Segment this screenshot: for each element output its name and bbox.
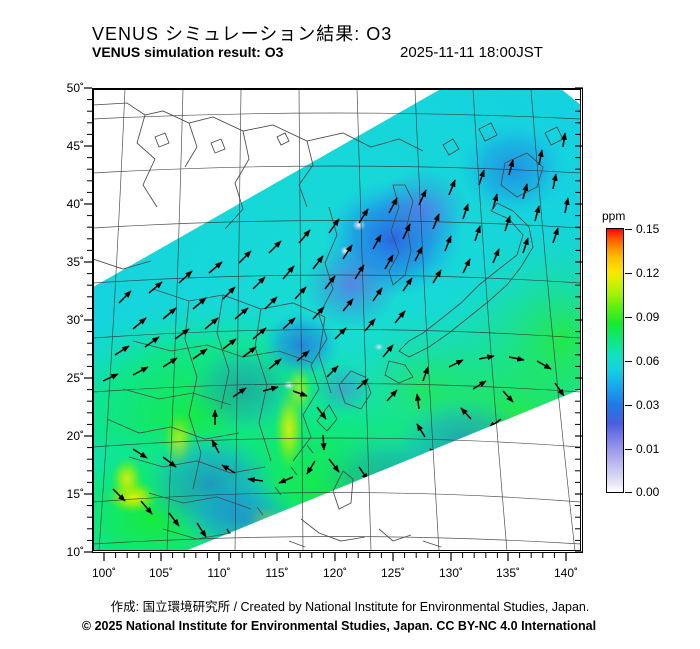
colorbar-gradient[interactable]: 0.15 0.12 0.09 0.06 0.03 0.01 0.00 bbox=[606, 222, 659, 499]
x-tick-140: 140˚ bbox=[553, 566, 579, 580]
credit-line-license: © 2025 National Institute for Environmen… bbox=[81, 619, 597, 633]
graticule-layer bbox=[93, 89, 581, 551]
y-tick-15: 15˚ bbox=[66, 487, 84, 501]
x-tick-125: 125˚ bbox=[380, 566, 406, 580]
colorbar-tick bbox=[625, 405, 632, 407]
colorbar-tick bbox=[625, 361, 632, 363]
footer: 作成: 国立環境研究所 / Created by National Instit… bbox=[0, 596, 700, 633]
y-tick-40: 40˚ bbox=[66, 197, 84, 211]
colorbar-label-015: 0.15 bbox=[636, 222, 660, 236]
x-tick-115: 115˚ bbox=[265, 566, 289, 580]
colorbar-label-003: 0.03 bbox=[636, 398, 660, 412]
y-tick-50: 50˚ bbox=[66, 81, 84, 95]
x-tick-135: 135˚ bbox=[495, 566, 521, 580]
y-tick-35: 35˚ bbox=[66, 255, 84, 269]
y-tick-30: 30˚ bbox=[66, 313, 84, 327]
colorbar[interactable]: ppm 0.15 0.12 0.09 0.06 0.03 0.01 0.00 bbox=[602, 209, 659, 499]
y-tick-10: 10˚ bbox=[66, 545, 84, 559]
x-tick-110: 110˚ bbox=[207, 566, 231, 580]
colorbar-tick bbox=[625, 273, 632, 275]
colorbar-label-000: 0.00 bbox=[636, 485, 660, 499]
colorbar-label-001: 0.01 bbox=[636, 442, 660, 456]
x-tick-130: 130˚ bbox=[438, 566, 464, 580]
timestamp-label: 2025-11-11 18:00JST bbox=[400, 44, 543, 61]
colorbar-tick bbox=[625, 229, 632, 231]
page-title-english: VENUS simulation result: O3 bbox=[92, 44, 284, 60]
colorbar-tick bbox=[625, 449, 632, 451]
map-plot-area[interactable] bbox=[92, 88, 583, 553]
y-tick-45: 45˚ bbox=[66, 139, 84, 153]
colorbar-tick bbox=[625, 492, 632, 494]
map-canvas bbox=[93, 89, 581, 551]
colorbar-label-009: 0.09 bbox=[636, 310, 660, 324]
x-tick-120: 120˚ bbox=[322, 566, 348, 580]
page-title-japanese: VENUS シミュレーション結果: O3 bbox=[92, 24, 393, 44]
x-tick-105: 105˚ bbox=[148, 566, 174, 580]
colorbar-label-006: 0.06 bbox=[636, 354, 660, 368]
y-tick-25: 25˚ bbox=[66, 371, 84, 385]
credit-line-japanese: 作成: 国立環境研究所 / Created by National Instit… bbox=[110, 600, 590, 614]
colorbar-tick bbox=[625, 317, 632, 319]
colorbar-label-012: 0.12 bbox=[636, 266, 660, 280]
colorbar-unit-label: ppm bbox=[602, 209, 626, 223]
x-tick-100: 100˚ bbox=[91, 566, 117, 580]
y-tick-20: 20˚ bbox=[66, 429, 84, 443]
axis-ticks bbox=[84, 87, 583, 561]
coastline-layer bbox=[93, 102, 564, 548]
